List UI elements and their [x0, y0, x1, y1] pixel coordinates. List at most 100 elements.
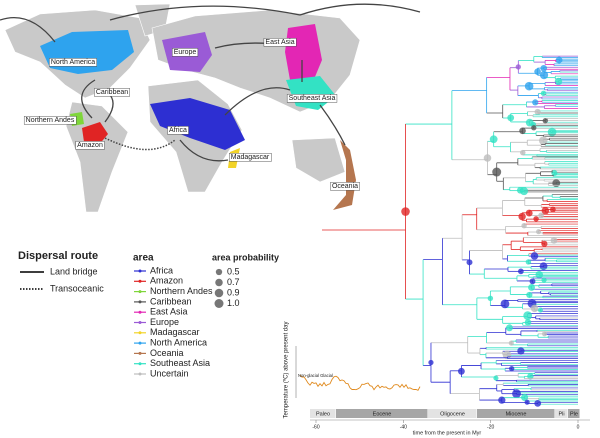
node-probability	[534, 399, 542, 407]
node-probability	[500, 299, 510, 309]
node-probability	[540, 90, 547, 97]
legend-size	[214, 288, 224, 298]
node-probability	[540, 64, 548, 72]
south-america	[65, 101, 129, 213]
map-label: East Asia	[265, 39, 294, 46]
route	[299, 3, 421, 16]
route	[81, 79, 96, 119]
node-probability	[530, 304, 539, 313]
map-label: Europe	[174, 49, 197, 56]
tick-label: 0	[577, 424, 580, 430]
node-probability	[428, 359, 434, 366]
node-probability	[401, 207, 410, 216]
node-probability	[483, 154, 492, 162]
node-probability	[520, 149, 526, 156]
tick-label: -40	[400, 424, 407, 430]
node-probability	[516, 186, 524, 194]
node-probability	[531, 125, 537, 131]
node-probability	[498, 396, 506, 404]
node-probability	[541, 331, 548, 337]
node-probability	[518, 268, 524, 275]
node-probability	[550, 236, 558, 244]
node-probability	[541, 240, 548, 247]
node-probability	[466, 259, 473, 266]
node-probability	[521, 223, 527, 229]
legend-title: area	[133, 253, 154, 264]
label-box	[94, 88, 130, 97]
label-box	[167, 126, 189, 135]
map-labels: North America Europe East Asia Caribbean Nor…	[23, 38, 360, 191]
node-probability	[489, 135, 498, 144]
epoch-label: Ple	[570, 411, 578, 417]
legend-title: Dispersal route	[18, 250, 98, 262]
legend-dot	[138, 362, 142, 366]
node-probability	[542, 118, 548, 124]
legend-label: Transoceanic	[50, 283, 104, 293]
legend-dot	[138, 269, 142, 273]
legend: Dispersal route Land bridge Transoceanic ar…	[18, 250, 279, 378]
node-probability	[524, 81, 534, 91]
node-probability	[523, 311, 533, 320]
route	[104, 94, 114, 123]
route	[109, 5, 301, 21]
legend-dot	[138, 279, 142, 283]
legend-label: Caribbean	[150, 296, 192, 306]
australia	[291, 137, 346, 183]
legend-dot	[138, 300, 142, 304]
legend-title: area probability	[212, 252, 279, 262]
legend-dot	[138, 310, 142, 314]
label-box	[229, 153, 272, 162]
map-label: Caribbean	[96, 89, 128, 96]
legend-label: Oceania	[150, 348, 184, 358]
node-probability	[527, 373, 534, 380]
legend-dot	[138, 341, 142, 345]
node-probability	[525, 259, 532, 265]
node-probability	[534, 68, 541, 75]
node-probability	[536, 229, 542, 235]
node-probability	[520, 393, 529, 402]
legend-label: Madagascar	[150, 327, 200, 337]
node-probability	[535, 270, 544, 279]
legend-label: 0.9	[227, 287, 240, 297]
temperature-axis-title: Temperature (ºC) above present day	[283, 322, 290, 419]
legend-label: Africa	[150, 265, 173, 275]
epoch	[310, 409, 336, 418]
epoch	[555, 409, 568, 418]
node-probability	[539, 70, 549, 80]
node-probability	[525, 209, 533, 217]
label-box	[172, 48, 199, 57]
timeline: -60 -40 -20 0 time from the present in Myr Pa…	[283, 322, 590, 436]
node-probability	[507, 114, 515, 122]
node-probability	[525, 118, 534, 127]
temperature-annotation: Non-glacial Glacial	[298, 373, 333, 378]
node-probability	[539, 136, 548, 145]
route	[224, 87, 291, 116]
phylogeny	[299, 55, 578, 407]
node-probability	[534, 108, 541, 116]
legend-label: North America	[150, 337, 207, 347]
map-label: Africa	[169, 127, 187, 134]
node-probability	[547, 127, 557, 137]
epoch-label: Paleo	[316, 411, 330, 417]
node-probability	[512, 389, 521, 399]
node-probability	[530, 252, 539, 260]
node-probability	[532, 99, 539, 106]
node-probability	[538, 212, 544, 219]
map-label: Amazon	[77, 142, 103, 149]
legend-label: 1.0	[227, 298, 240, 308]
legend-label: 0.5	[227, 266, 240, 276]
map-label: Southeast Asia	[289, 95, 336, 102]
node-probability	[539, 262, 548, 271]
node-probability	[508, 340, 514, 346]
legend-label: Europe	[150, 317, 179, 327]
node-probability	[541, 277, 547, 283]
legend-label: 0.7	[227, 277, 240, 287]
label-box	[286, 94, 338, 103]
node-probability	[515, 64, 521, 70]
map-label: North America	[51, 59, 95, 66]
node-probability	[528, 283, 536, 291]
node-probability	[524, 319, 532, 326]
world-map	[0, 3, 421, 213]
node-probability	[529, 278, 536, 285]
node-probability	[509, 365, 515, 372]
